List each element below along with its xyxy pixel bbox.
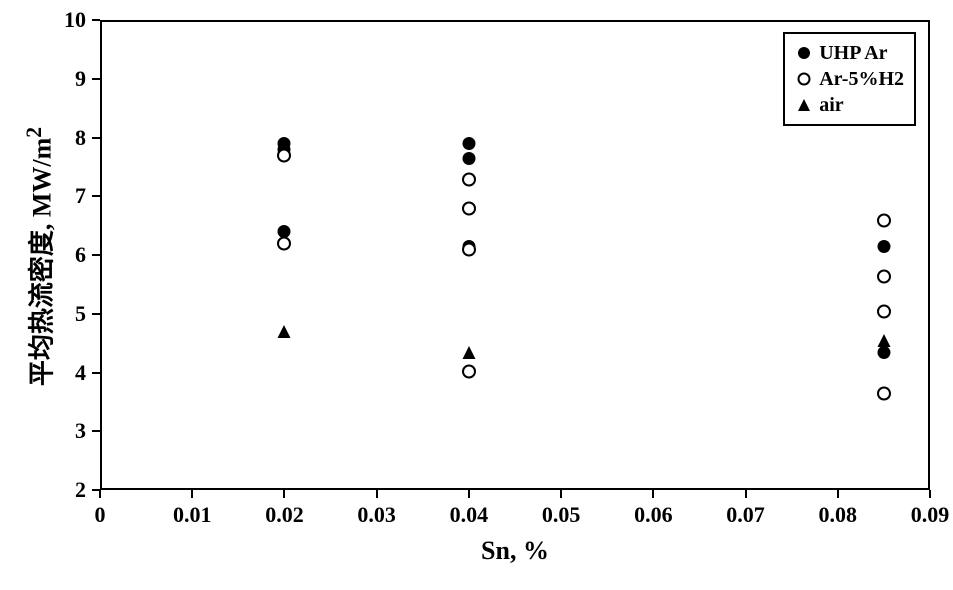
y-tick-label: 8 [75,125,86,151]
x-tick-label: 0.09 [911,502,950,528]
data-point [876,239,891,259]
x-tick-label: 0.04 [450,502,489,528]
x-axis-title: Sn, % [455,536,575,566]
x-tick [99,490,101,498]
data-point [461,345,476,365]
x-tick-label: 0.05 [542,502,581,528]
chart-container: 平均热流密度, MW/m2 Sn, % UHP ArAr-5%H2air 00.… [0,0,953,590]
y-tick-label: 6 [75,242,86,268]
y-tick-label: 5 [75,301,86,327]
legend-marker-icon [795,96,813,114]
data-point [876,333,891,353]
data-point [876,269,891,289]
x-tick-label: 0.03 [357,502,396,528]
x-tick [468,490,470,498]
x-tick [652,490,654,498]
x-tick-label: 0.01 [173,502,212,528]
x-tick [376,490,378,498]
y-tick-label: 2 [75,477,86,503]
y-axis-title: 平均热流密度, MW/m2 [22,22,59,492]
y-tick [92,137,100,139]
x-tick [929,490,931,498]
y-tick [92,195,100,197]
y-tick [92,254,100,256]
y-tick-label: 10 [64,7,86,33]
legend-item: Ar-5%H2 [795,66,904,92]
y-axis-title-sup: 2 [22,127,46,138]
x-tick [745,490,747,498]
y-tick [92,313,100,315]
legend-marker-icon [795,70,813,88]
data-point [876,213,891,233]
data-point [876,304,891,324]
data-point [461,364,476,384]
x-tick [560,490,562,498]
data-point [461,201,476,221]
x-tick [191,490,193,498]
legend-item: UHP Ar [795,40,904,66]
x-tick [837,490,839,498]
y-tick [92,430,100,432]
y-tick [92,489,100,491]
y-tick [92,372,100,374]
x-tick-label: 0 [95,502,106,528]
data-point [277,324,292,344]
y-tick [92,78,100,80]
data-point [461,151,476,171]
legend-label: UHP Ar [819,42,887,65]
y-axis-title-text: 平均热流密度, MW/m [28,138,57,386]
data-point [277,236,292,256]
legend-label: Ar-5%H2 [819,68,904,91]
x-tick-label: 0.02 [265,502,304,528]
legend-label: air [819,94,843,117]
data-point [277,148,292,168]
y-tick [92,19,100,21]
x-tick-label: 0.07 [726,502,765,528]
y-tick-label: 9 [75,66,86,92]
x-tick [283,490,285,498]
x-axis-title-text: Sn, % [481,536,549,565]
y-tick-label: 3 [75,418,86,444]
y-tick-label: 7 [75,183,86,209]
data-point [461,172,476,192]
data-point [461,242,476,262]
legend-item: air [795,92,904,118]
legend: UHP Ar Ar-5%H2 air [783,32,916,126]
data-point [876,386,891,406]
x-tick-label: 0.08 [819,502,858,528]
x-tick-label: 0.06 [634,502,673,528]
legend-marker-icon [795,44,813,62]
y-tick-label: 4 [75,360,86,386]
